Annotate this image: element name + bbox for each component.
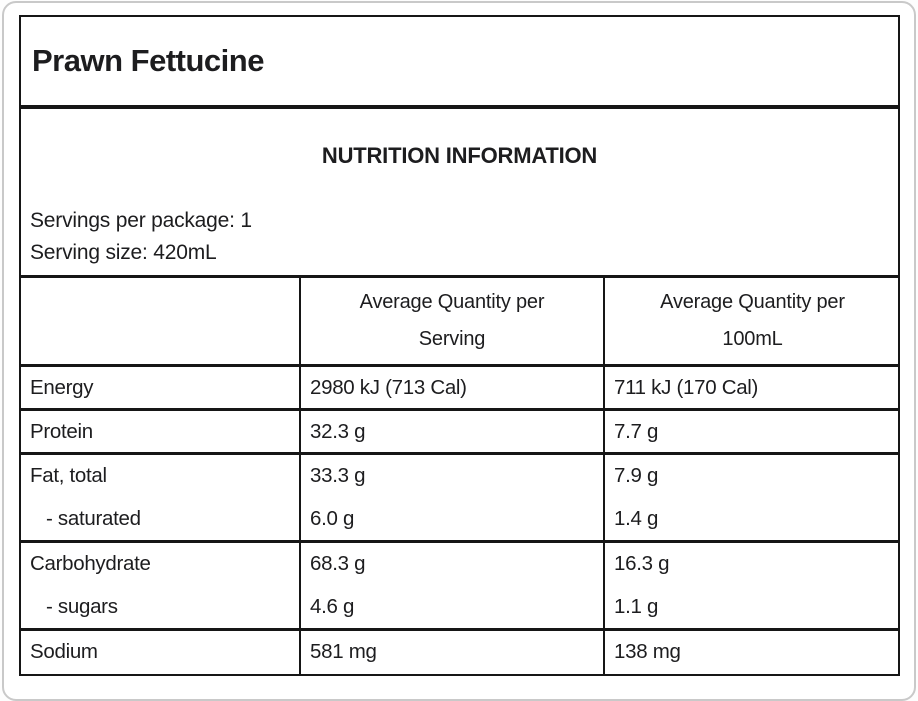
per-100ml-value-cell: 138 mg (603, 629, 900, 674)
table-row-carbohydrate: Carbohydrate 68.3 g 16.3 g (21, 541, 900, 586)
per-100ml-value-cell: 1.1 g (603, 585, 900, 630)
per-serving-value-cell: 32.3 g (299, 409, 604, 454)
per-100ml-value-cell: 7.7 g (603, 409, 900, 454)
table-row-saturated: - saturated 6.0 g 1.4 g (21, 497, 900, 542)
nutrition-label: Prawn Fettucine NUTRITION INFORMATION Se… (19, 15, 900, 676)
per-serving-value-cell: 2980 kJ (713 Cal) (299, 365, 604, 410)
nutrient-name-cell: Fat, total (30, 464, 107, 488)
nutrient-name-cell: Protein (30, 419, 93, 443)
header-per-serving: Average Quantity per Serving (299, 276, 604, 366)
per-serving-value-cell: 4.6 g (299, 585, 604, 630)
per-100ml-value-cell: 16.3 g (603, 541, 900, 586)
nutrient-name-cell: Sodium (30, 640, 98, 664)
nutrient-name-cell: - saturated (46, 506, 141, 530)
table-row-fat-total: Fat, total 33.3 g 7.9 g (21, 453, 900, 498)
nutrition-table: Average Quantity per Serving Average Qua… (21, 275, 900, 674)
header-per-100ml-line1: Average Quantity per (660, 291, 845, 313)
header-per-serving-line2: Serving (418, 328, 486, 350)
table-header-row: Average Quantity per Serving Average Qua… (21, 276, 900, 366)
servings-per-package: Servings per package: 1 (30, 209, 252, 232)
per-serving-value-cell: 6.0 g (299, 497, 604, 542)
per-serving-value-cell: 581 mg (299, 629, 604, 674)
per-serving-value-cell: 33.3 g (299, 453, 604, 498)
table-row-sugars: - sugars 4.6 g 1.1 g (21, 585, 900, 630)
label-info-section: NUTRITION INFORMATION Servings per packa… (21, 109, 898, 275)
nutrition-information-heading: NUTRITION INFORMATION (321, 143, 598, 168)
nutrient-name-cell: Energy (30, 375, 94, 399)
header-per-serving-line1: Average Quantity per (359, 291, 545, 313)
header-per-100ml-line2: 100mL (722, 328, 783, 350)
nutrient-name-cell: - sugars (46, 594, 118, 618)
per-100ml-value-cell: 7.9 g (603, 453, 900, 498)
table-row-protein: Protein 32.3 g 7.7 g (21, 409, 900, 454)
product-title-box: Prawn Fettucine (21, 17, 898, 109)
header-per-100ml: Average Quantity per 100mL (603, 276, 900, 366)
table-row-energy: Energy 2980 kJ (713 Cal) 711 kJ (170 Cal… (21, 365, 900, 410)
serving-size: Serving size: 420mL (30, 241, 217, 264)
per-100ml-value-cell: 711 kJ (170 Cal) (603, 365, 900, 410)
per-100ml-value-cell: 1.4 g (603, 497, 900, 542)
header-empty-cell (21, 277, 300, 366)
product-title: Prawn Fettucine (32, 43, 264, 78)
serving-details: Servings per package: 1 Serving size: 42… (21, 205, 898, 269)
per-serving-value-cell: 68.3 g (299, 541, 604, 586)
nutrient-name-cell: Carbohydrate (30, 552, 151, 576)
table-row-sodium: Sodium 581 mg 138 mg (21, 629, 900, 674)
